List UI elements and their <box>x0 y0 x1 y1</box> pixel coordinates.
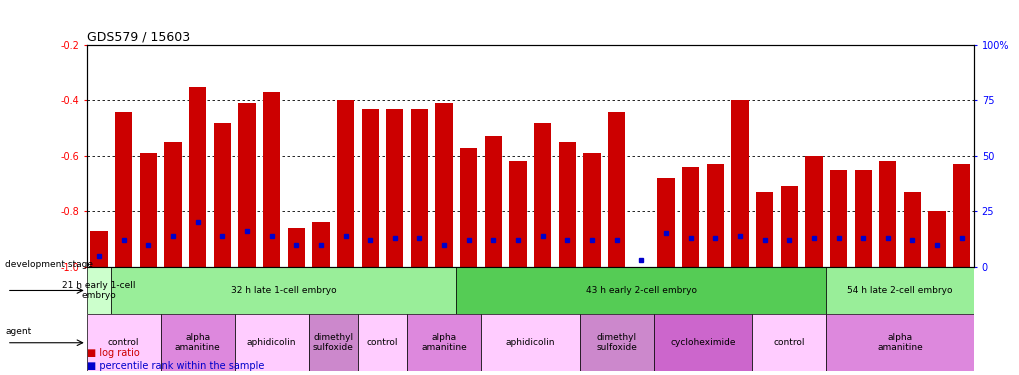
Bar <box>312 222 329 267</box>
Bar <box>534 123 551 267</box>
Bar <box>558 142 576 267</box>
Bar <box>484 136 501 267</box>
Bar <box>903 192 920 267</box>
Bar <box>829 170 847 267</box>
Bar <box>213 123 230 267</box>
Bar <box>287 228 305 267</box>
Bar <box>854 170 871 267</box>
Bar <box>780 186 797 267</box>
Bar <box>411 109 428 267</box>
Text: ■ log ratio: ■ log ratio <box>87 348 140 357</box>
Text: development stage: development stage <box>5 260 93 269</box>
Bar <box>804 156 821 267</box>
Bar <box>263 92 280 267</box>
Bar <box>435 103 452 267</box>
Text: control: control <box>772 338 804 347</box>
Bar <box>706 164 723 267</box>
Bar <box>878 161 896 267</box>
Text: agent: agent <box>5 327 32 336</box>
Text: 43 h early 2-cell embryo: 43 h early 2-cell embryo <box>585 286 696 295</box>
Bar <box>952 164 969 267</box>
Bar <box>111 267 457 314</box>
Bar <box>656 178 674 267</box>
Bar <box>308 314 358 371</box>
Text: aphidicolin: aphidicolin <box>247 338 297 347</box>
Bar <box>682 167 699 267</box>
Bar <box>583 153 600 267</box>
Text: dimethyl
sulfoxide: dimethyl sulfoxide <box>596 333 637 352</box>
Bar <box>579 314 653 371</box>
Text: aphidicolin: aphidicolin <box>505 338 554 347</box>
Bar <box>460 147 477 267</box>
Bar <box>457 267 825 314</box>
Bar <box>751 314 825 371</box>
Text: alpha
amanitine: alpha amanitine <box>876 333 922 352</box>
Text: control: control <box>367 338 397 347</box>
Text: alpha
amanitine: alpha amanitine <box>421 333 467 352</box>
Bar <box>927 211 945 267</box>
Text: 54 h late 2-cell embryo: 54 h late 2-cell embryo <box>847 286 952 295</box>
Bar <box>825 314 973 371</box>
Bar <box>481 314 579 371</box>
Text: 21 h early 1-cell
embryо: 21 h early 1-cell embryо <box>62 281 136 300</box>
Text: alpha
amanitine: alpha amanitine <box>174 333 220 352</box>
Bar <box>87 267 111 314</box>
Bar <box>386 109 404 267</box>
Text: control: control <box>108 338 140 347</box>
Bar <box>140 153 157 267</box>
Bar <box>407 314 481 371</box>
Bar <box>361 109 378 267</box>
Text: GDS579 / 15603: GDS579 / 15603 <box>87 31 190 44</box>
Bar <box>607 111 625 267</box>
Text: dimethyl
sulfoxide: dimethyl sulfoxide <box>313 333 354 352</box>
Bar <box>87 314 161 371</box>
Text: ■ percentile rank within the sample: ■ percentile rank within the sample <box>87 361 264 370</box>
Bar <box>755 192 772 267</box>
Bar <box>825 267 973 314</box>
Bar <box>115 111 132 267</box>
Bar <box>238 103 256 267</box>
Bar <box>91 231 108 267</box>
Bar <box>731 100 748 267</box>
Bar <box>189 87 206 267</box>
Bar <box>653 314 751 371</box>
Bar <box>358 314 407 371</box>
Text: cycloheximide: cycloheximide <box>669 338 735 347</box>
Bar <box>234 314 308 371</box>
Bar <box>508 161 526 267</box>
Bar <box>164 142 181 267</box>
Text: 32 h late 1-cell embryo: 32 h late 1-cell embryo <box>231 286 336 295</box>
Bar <box>336 100 354 267</box>
Bar <box>161 314 234 371</box>
